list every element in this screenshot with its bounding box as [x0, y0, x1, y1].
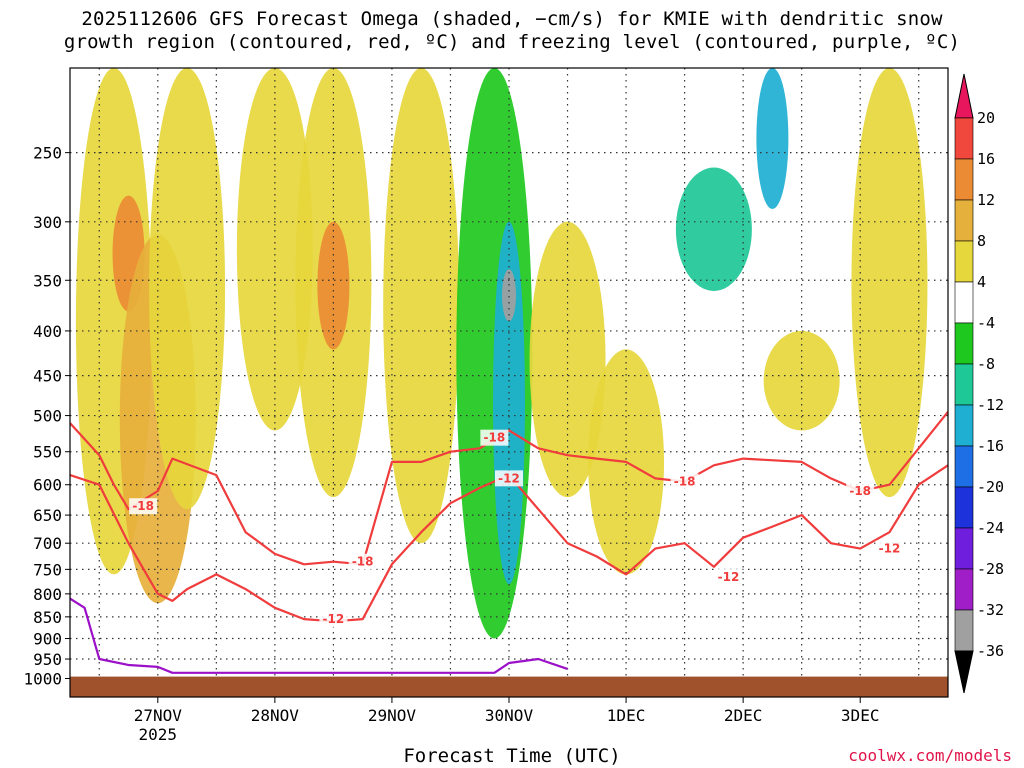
contour-line	[70, 597, 568, 674]
colorbar-label: 16	[977, 150, 995, 168]
colorbar-label: -28	[977, 560, 1004, 578]
y-tick-label: 750	[33, 560, 62, 579]
contour-label: -18	[484, 431, 506, 445]
contour-line	[70, 411, 948, 566]
colorbar-swatch	[954, 404, 974, 447]
colorbar-label: 20	[977, 109, 995, 127]
colorbar-label: -24	[977, 519, 1004, 537]
x-tick-label: 1DEC	[607, 706, 646, 725]
omega-region	[383, 68, 460, 544]
contour-label: -18	[352, 555, 374, 569]
colorbar-swatch	[954, 117, 974, 160]
contour-label-bg	[495, 470, 523, 487]
contour-line	[70, 464, 948, 623]
colorbar-swatch	[954, 199, 974, 242]
y-tick-label: 550	[33, 443, 62, 462]
contour-label: -18	[849, 484, 871, 498]
colorbar-label: -4	[977, 314, 995, 332]
y-tick-label: 950	[33, 650, 62, 669]
x-tick-label: 27NOV	[134, 706, 183, 725]
omega-region	[529, 221, 606, 498]
contour-label-bg	[319, 611, 348, 628]
omega-region	[149, 68, 226, 510]
colorbar-swatch	[954, 281, 974, 324]
x-tick-label: 2DEC	[724, 706, 763, 725]
chart-title: 2025112606 GFS Forecast Omega (shaded, −…	[63, 8, 961, 53]
contour-label-bg	[348, 553, 377, 570]
contour-label-bg	[480, 429, 509, 446]
y-tick-label: 450	[33, 367, 62, 386]
colorbar-label: 4	[977, 273, 986, 291]
contour-label: -12	[879, 542, 901, 556]
y-tick-label: 700	[33, 534, 62, 553]
contours	[70, 411, 948, 674]
colorbar-top-arrow	[954, 73, 974, 119]
colorbar-swatch	[954, 240, 974, 283]
x-tick-label: 29NOV	[368, 706, 417, 725]
y-tick-label: 350	[33, 271, 62, 290]
colorbar-label: -12	[977, 396, 1004, 414]
contour-label-bg	[129, 498, 158, 515]
x-tick-label: 28NOV	[251, 706, 300, 725]
contour-label-bg	[846, 482, 875, 499]
y-tick-label: 400	[33, 322, 62, 341]
colorbar-swatch	[954, 363, 974, 406]
contour-label: -12	[498, 471, 520, 485]
y-tick-label: 300	[33, 213, 62, 232]
y-tick-label: 250	[33, 144, 62, 163]
contour-label: -18	[674, 475, 696, 489]
colorbar-swatch	[954, 158, 974, 201]
y-tick-label: 900	[33, 630, 62, 649]
x-tick-label: 30NOV	[485, 706, 534, 725]
source-credit[interactable]: coolwx.com/models	[848, 746, 1012, 765]
contour-label-bg	[875, 540, 904, 557]
colorbar-swatch	[954, 445, 974, 488]
surface-ground	[70, 676, 948, 697]
x-axis-label: Forecast Time (UTC)	[403, 745, 621, 767]
colorbar-swatch	[954, 486, 974, 529]
colorbar-label: 12	[977, 191, 995, 209]
y-tick-label: 800	[33, 585, 62, 604]
omega-region	[493, 221, 525, 585]
colorbar-swatch	[954, 609, 974, 652]
colorbar-label: 8	[977, 232, 986, 250]
y-tick-label: 650	[33, 506, 62, 525]
colorbar-label: -36	[977, 642, 1004, 660]
y-tick-label: 850	[33, 608, 62, 627]
contour-label-bg	[670, 473, 699, 490]
grid	[70, 68, 948, 697]
omega-shading	[75, 68, 928, 639]
colorbar-label: -32	[977, 601, 1004, 619]
x-tick-label: 3DEC	[841, 706, 880, 725]
y-tick-label: 500	[33, 407, 62, 426]
x-year-label: 2025	[139, 725, 178, 744]
y-tick-label: 600	[33, 476, 62, 495]
colorbar-label: -20	[977, 478, 1004, 496]
colorbar-label: -8	[977, 355, 995, 373]
contour-label: -12	[323, 612, 345, 626]
contour-label: -18	[132, 499, 154, 513]
contour-label-bg	[714, 568, 743, 585]
colorbar-bottom-arrow	[954, 650, 974, 694]
omega-region	[756, 68, 789, 209]
colorbar-swatch	[954, 527, 974, 570]
colorbar-swatch	[954, 322, 974, 365]
colorbar-label: -16	[977, 437, 1004, 455]
omega-region	[502, 269, 516, 322]
omega-region	[317, 221, 350, 350]
omega-region	[851, 68, 928, 498]
omega-region	[675, 167, 752, 291]
y-tick-label: 1000	[23, 669, 62, 688]
colorbar-swatch	[954, 568, 974, 611]
contour-label: -12	[718, 570, 740, 584]
